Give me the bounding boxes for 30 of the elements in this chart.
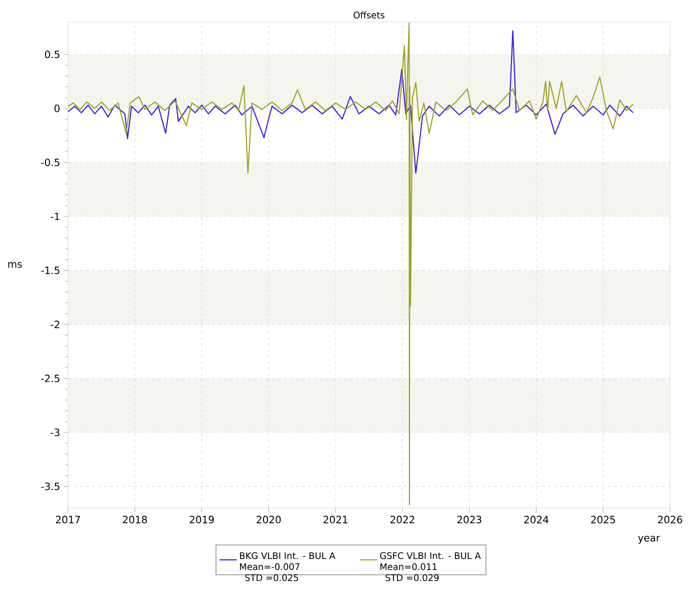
x-axis-title: year [638, 536, 660, 544]
text: Mean=-0.007 [240, 563, 300, 570]
chart-title: Offsets [354, 12, 384, 18]
x-tick-label: 2017 [56, 516, 80, 524]
y-tick-label: -3.5 [41, 482, 60, 490]
x-tick-label: 2018 [122, 516, 147, 524]
y-tick-label: -2 [50, 320, 60, 328]
y-tick-label: -3 [50, 428, 60, 436]
x-tick-label: 2022 [390, 516, 414, 524]
y-axis-title: ms [8, 262, 22, 268]
text: STD =0.029 [386, 574, 439, 582]
x-tick-label: 2019 [190, 516, 214, 524]
x-tick-label: 2023 [457, 516, 482, 524]
y-tick-label: 0.5 [44, 50, 60, 58]
line-series [68, 30, 634, 174]
line-series [68, 22, 634, 506]
legend-label: BKG VLBI Int. - BUL A [240, 552, 336, 560]
x-tick-label: 2021 [324, 516, 348, 524]
x-tick-label: 2026 [658, 516, 682, 524]
y-tick-label: -0.5 [41, 158, 60, 166]
y-tick-label: -2.5 [41, 374, 60, 382]
text: STD =0.025 [245, 574, 298, 582]
text: Mean=0.011 [380, 563, 437, 570]
y-tick-label: 0 [54, 104, 60, 112]
legend-label: GSFC VLBI Int. - BUL A [380, 552, 481, 560]
y-tick-label: -1 [50, 212, 60, 220]
x-tick-label: 2025 [591, 516, 615, 524]
x-tick-label: 2020 [256, 516, 281, 524]
y-tick-label: -1.5 [41, 266, 60, 274]
x-tick-label: 2024 [524, 516, 548, 524]
